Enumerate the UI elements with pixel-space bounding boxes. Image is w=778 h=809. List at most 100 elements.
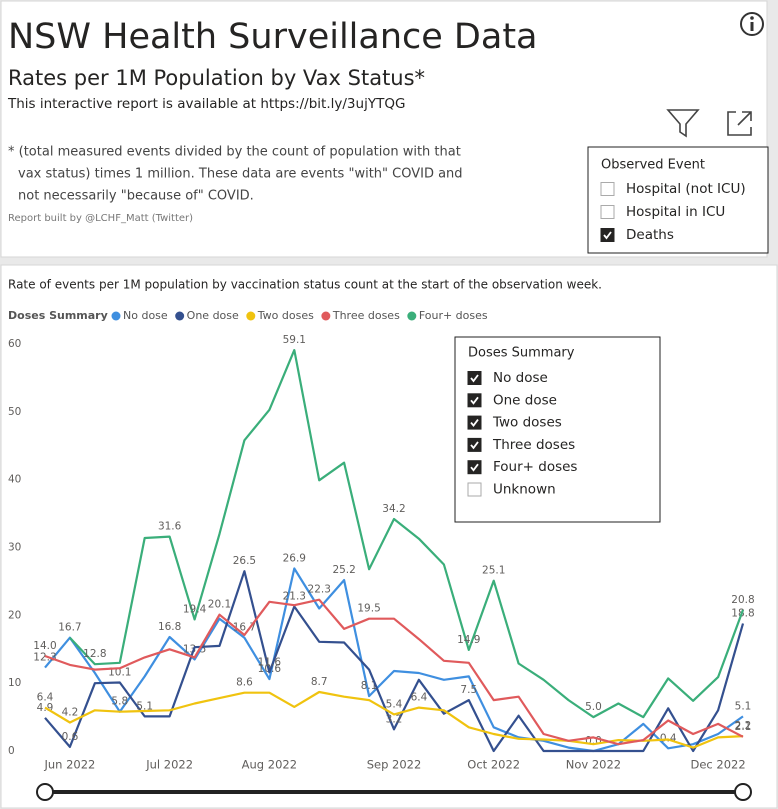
data-label: 22.3: [308, 584, 331, 596]
data-label: 25.1: [482, 565, 505, 577]
series-line: [69, 349, 745, 719]
series-line: [44, 598, 744, 746]
x-tick-label: Jun 2022: [43, 758, 95, 772]
data-label: 31.6: [158, 521, 182, 533]
legend-label: No dose: [123, 309, 168, 322]
data-label: 5.4: [386, 698, 403, 710]
data-label: 3.2: [386, 713, 403, 725]
date-slider[interactable]: [36, 783, 752, 801]
checkbox[interactable]: [600, 228, 615, 242]
data-label: 16.7: [58, 622, 81, 634]
data-label: 59.1: [283, 334, 306, 346]
data-label: 0.6: [62, 731, 79, 743]
checkbox[interactable]: [467, 460, 482, 475]
y-tick-label: 20: [8, 609, 21, 621]
data-label: 18.8: [731, 607, 754, 619]
slicer-item[interactable]: Deaths: [626, 227, 674, 243]
data-label: 8.6: [236, 677, 253, 689]
data-label: 14.9: [457, 634, 480, 646]
x-tick-label: Jul 2022: [145, 758, 193, 772]
data-label: 11.6: [258, 656, 282, 668]
legend-swatch: [407, 311, 417, 321]
report-link: This interactive report is available at …: [7, 96, 405, 112]
data-label: 34.2: [382, 503, 405, 515]
data-label: 16.8: [158, 621, 181, 633]
check-mark: [603, 231, 612, 240]
checkbox[interactable]: [467, 437, 482, 452]
slicer-items: No dose One dose Two doses Three doses Four+…: [467, 370, 577, 498]
note-line: * (total measured events divided by the …: [8, 145, 461, 160]
report-title: NSW Health Surveillance Data: [8, 17, 538, 57]
checkbox[interactable]: [467, 371, 482, 385]
legend-title: Doses Summary: [8, 309, 108, 322]
report-subtitle: Rates per 1M Population by Vax Status*: [8, 66, 425, 90]
y-tick-label: 0: [8, 745, 15, 757]
legend-label: Four+ doses: [419, 309, 488, 322]
data-label: 21.3: [283, 591, 306, 603]
slicer-title: Doses Summary: [468, 346, 575, 361]
data-label: 6.4: [37, 692, 54, 704]
data-label: 5.0: [585, 701, 602, 713]
y-tick-label: 10: [8, 677, 21, 689]
legend-swatch: [246, 311, 256, 321]
series-line: [44, 570, 745, 753]
slicer-item[interactable]: Hospital in ICU: [626, 204, 725, 220]
legend: No dose One dose Two doses Three doses Four+…: [111, 309, 488, 322]
data-label: 5.1: [735, 700, 752, 712]
slicer-item[interactable]: Three doses: [492, 437, 575, 453]
slicer-item[interactable]: Unknown: [493, 482, 556, 498]
slicer-title: Observed Event: [601, 158, 705, 173]
legend-swatch: [175, 311, 185, 321]
filter-icon[interactable]: [666, 109, 700, 138]
slicer-item[interactable]: Two doses: [492, 415, 562, 431]
data-label: 19.5: [357, 603, 380, 615]
legend-label: One dose: [187, 309, 239, 322]
chart-title: Rate of events per 1M population by vacc…: [8, 278, 602, 292]
x-tick-label: Aug 2022: [242, 758, 297, 772]
data-label: 5.8: [111, 696, 128, 708]
y-tick-label: 40: [8, 474, 21, 486]
legend-label: Three doses: [332, 309, 400, 322]
x-tick-label: Nov 2022: [566, 758, 621, 772]
check-mark: [470, 441, 479, 450]
checkbox[interactable]: [467, 415, 482, 430]
slicer-item[interactable]: No dose: [493, 370, 548, 386]
checkbox[interactable]: [600, 205, 615, 219]
slicer-item[interactable]: One dose: [493, 392, 557, 408]
data-label: 20.1: [208, 599, 231, 611]
data-label: 2.2: [735, 720, 752, 732]
note-line: not necessarily "because of" COVID.: [18, 189, 254, 204]
credit: Report built by @LCHF_Matt (Twitter): [8, 213, 193, 224]
data-label: 7.5: [460, 684, 477, 696]
check-mark: [470, 419, 479, 428]
series-line: [44, 567, 744, 753]
data-label: 25.2: [332, 564, 355, 576]
slicer-item[interactable]: Four+ doses: [493, 459, 577, 475]
observed-event-slicer: [587, 146, 769, 254]
y-tick-label: 60: [8, 338, 21, 350]
check-mark: [470, 396, 479, 405]
check-mark: [470, 463, 479, 472]
data-label: 19.4: [183, 603, 207, 615]
slicer-item[interactable]: Hospital (not ICU): [626, 181, 746, 197]
data-label: 5.1: [136, 700, 153, 712]
plot: 0 10 20 30 40 50 60 Jun 2022 Jul 2022 Aug 2022 Sep…: [8, 334, 755, 771]
info-icon[interactable]: [740, 12, 764, 36]
legend-label: Two doses: [257, 309, 314, 322]
y-tick-label: 50: [8, 406, 21, 418]
y-tick-label: 30: [8, 542, 21, 554]
slicer-items: Hospital (not ICU) Hospital in ICU Deaths: [600, 181, 746, 243]
checkbox[interactable]: [467, 393, 482, 408]
legend-swatch: [321, 311, 331, 321]
check-mark: [470, 374, 479, 383]
data-label: 8.7: [311, 676, 328, 688]
checkbox[interactable]: [467, 482, 482, 497]
data-label: 8.1: [361, 680, 378, 692]
expand-icon[interactable]: [727, 111, 752, 136]
data-label: 26.5: [233, 555, 256, 567]
x-tick-label: Oct 2022: [467, 758, 520, 772]
data-label: 26.9: [283, 553, 306, 565]
checkbox[interactable]: [600, 182, 615, 196]
data-label: 12.3: [33, 652, 56, 664]
